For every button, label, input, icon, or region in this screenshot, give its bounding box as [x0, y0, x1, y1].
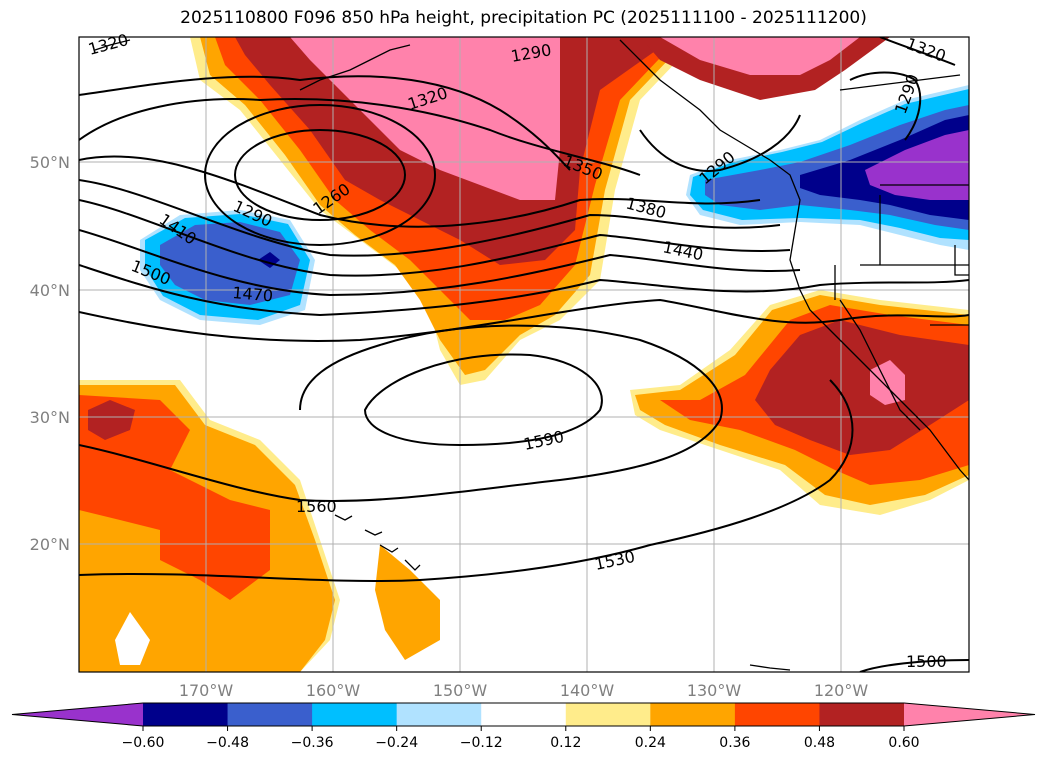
colorbar-tick-label: 0.12 [550, 735, 581, 751]
shade-pos5-ne [660, 37, 860, 75]
contour-1530 [79, 298, 969, 342]
coastlines [94, 39, 969, 671]
colorbar-segment [565, 703, 651, 726]
latitude-labels: 50°N 40°N 30°N 20°N [30, 153, 70, 554]
contour-1320 [79, 75, 571, 171]
contour-1500 [79, 264, 969, 317]
colorbar: −0.60 −0.48 −0.36 −0.24 −0.12 0.12 0.24 0.36 0.4… [11, 702, 1036, 751]
contour-1560 [79, 324, 723, 502]
colorbar-segment [227, 703, 313, 726]
lon-label: 130°W [687, 681, 742, 700]
contour-1350 [79, 98, 641, 176]
shade-pos4-east [755, 320, 969, 455]
shade-pos5-north [290, 37, 560, 200]
contour-label: 1590 [522, 427, 566, 454]
contour-1500-se [859, 659, 969, 672]
height-contours [79, 37, 969, 672]
lon-label: 160°W [306, 681, 361, 700]
contour-1290-ne [849, 71, 922, 141]
colorbar-extend-low [12, 703, 143, 726]
contour-low-1290 [204, 104, 436, 246]
contour-1440 [79, 199, 791, 277]
contour-1410 [79, 179, 781, 257]
contour-1590 [363, 353, 603, 447]
colorbar-tick-label: 0.24 [635, 735, 666, 751]
shade-pos5-east [870, 360, 905, 405]
contour-low-1260 [234, 129, 406, 221]
map-area [79, 37, 969, 672]
lon-label: 140°W [560, 681, 615, 700]
colorbar-tick-label: 0.48 [804, 735, 835, 751]
graticule [79, 37, 969, 672]
lon-label: 120°W [814, 681, 869, 700]
colorbar-tick-label: −0.24 [375, 735, 418, 751]
contour-label: 1470 [232, 283, 274, 305]
lon-label: 150°W [433, 681, 488, 700]
contour-label: 1560 [296, 497, 337, 516]
colorbar-segment [819, 703, 905, 726]
lon-label: 170°W [179, 681, 234, 700]
colorbar-tick-label: −0.12 [460, 735, 503, 751]
colorbar-segment [481, 703, 567, 726]
colorbar-segment [650, 703, 736, 726]
shade-pos2-hi [375, 545, 440, 660]
contour-1530-south [79, 379, 854, 583]
lat-label: 30°N [30, 408, 70, 427]
colorbar-segment [734, 703, 820, 726]
colorbar-tick-label: −0.36 [291, 735, 334, 751]
contour-1320-ne [879, 37, 956, 66]
colorbar-segment [143, 703, 229, 726]
colorbar-segment [396, 703, 482, 726]
shade-white-sw [115, 612, 150, 665]
contour-1380 [79, 155, 761, 228]
colorbar-tick-label: −0.48 [206, 735, 249, 751]
contour-label: 1320 [904, 34, 949, 66]
shade-pos4-sw [88, 400, 135, 440]
map-frame [78, 36, 970, 673]
longitude-labels: 170°W 160°W 150°W 140°W 130°W 120°W [179, 681, 869, 700]
contour-label: 1500 [906, 652, 947, 671]
shade-neg3-nw [160, 222, 300, 305]
contour-label: 1320 [86, 30, 130, 59]
shade-neg5-ne [865, 130, 969, 200]
colorbar-tick-label: 0.36 [719, 735, 750, 751]
contour-label: 1440 [661, 237, 705, 264]
contour-label: 1530 [593, 547, 637, 574]
contour-1290-mid [639, 114, 801, 172]
map-title: 2025110800 F096 850 hPa height, precipit… [180, 8, 867, 28]
lat-label: 50°N [30, 153, 70, 172]
lat-label: 40°N [30, 281, 70, 300]
lat-label: 20°N [30, 535, 70, 554]
shade-pos3-sw [79, 395, 270, 600]
colorbar-extend-high [904, 703, 1035, 726]
colorbar-segment [312, 703, 398, 726]
precip-shading [79, 37, 969, 672]
colorbar-tick-label: −0.60 [122, 735, 165, 751]
colorbar-tick-label: 0.60 [888, 735, 919, 751]
contour-1470 [79, 229, 801, 297]
